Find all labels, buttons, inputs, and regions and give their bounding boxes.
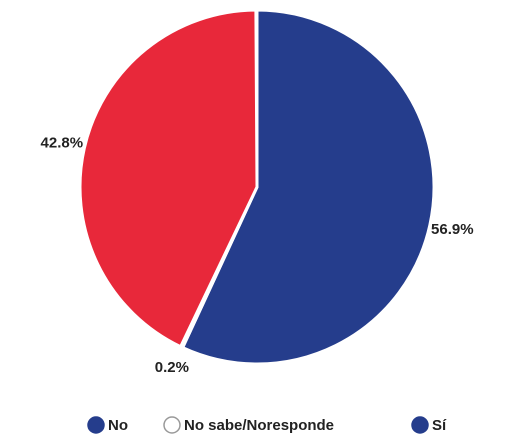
data-label: 0.2% [155,359,189,376]
legend-label: No sabe/Noresponde [184,417,334,434]
legend-marker [163,416,181,434]
pie-slice [180,8,436,366]
data-label: 56.9% [431,221,474,238]
legend-marker [411,416,429,434]
data-label: 42.8% [41,134,84,151]
legend-label: No [108,417,128,434]
legend-label: Sí [432,417,447,434]
pie-slice [78,8,259,349]
legend-marker [87,416,105,434]
